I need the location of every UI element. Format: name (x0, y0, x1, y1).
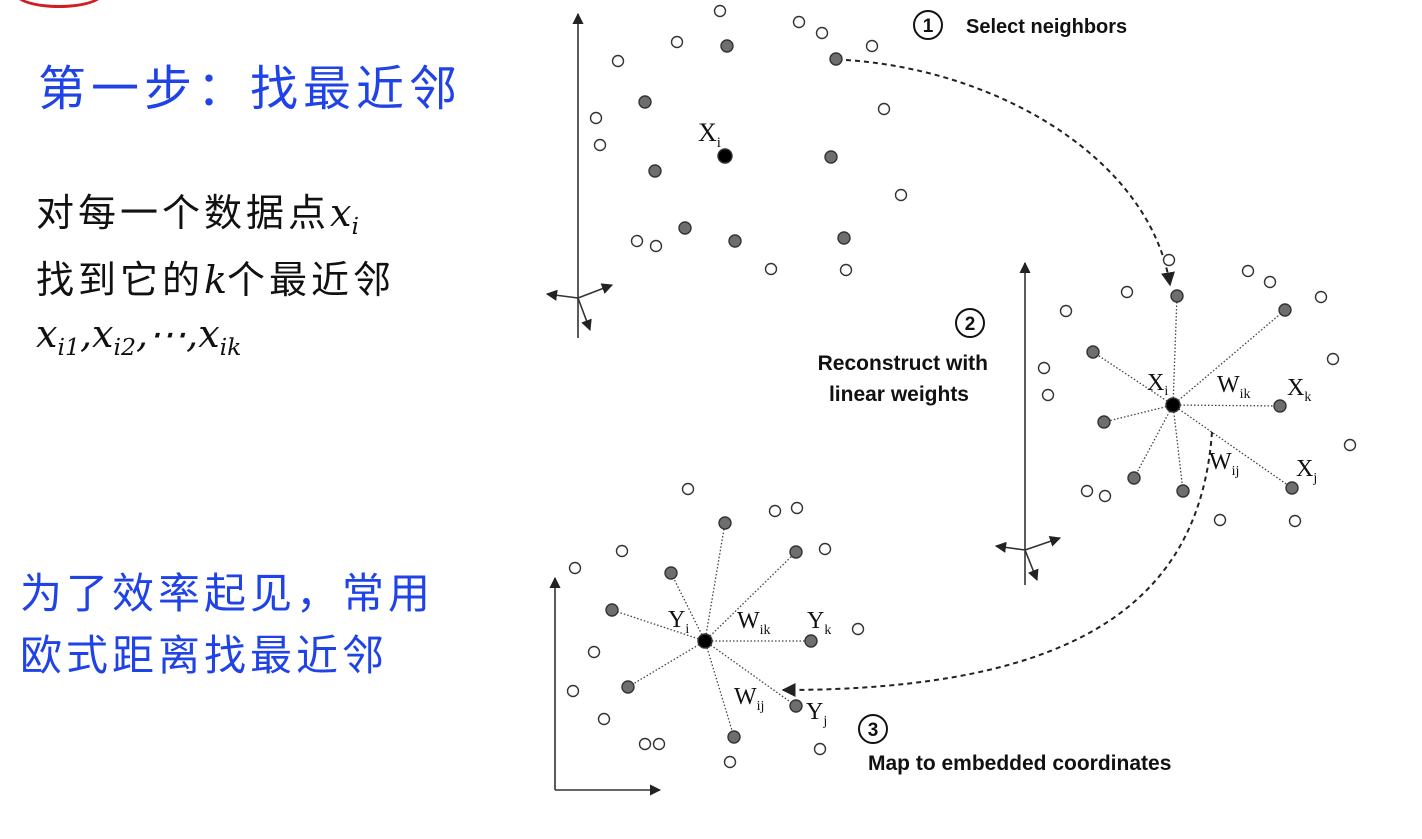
math-xi: xi (330, 191, 359, 241)
panel3-labels: Yi Wik Yk Wij Yj (668, 607, 831, 729)
description-line-3: xi1,xi2,⋯,xik (36, 312, 242, 362)
svg-text:1: 1 (923, 16, 934, 37)
panel3-spokes (611, 522, 811, 738)
panel3-center-point (697, 633, 713, 649)
description-text: 个最近邻 (227, 258, 396, 303)
panel3-points (566, 482, 865, 769)
description-text: 找到它的 (36, 258, 205, 303)
svg-text:Yi: Yi (668, 607, 689, 637)
efficiency-note: 为了效率起见，常用 欧式距离找最近邻 (20, 563, 434, 687)
panel1-axes (545, 12, 614, 338)
step3-label: Map to embedded coordinates (868, 752, 1171, 775)
svg-text:Xk: Xk (1287, 375, 1311, 405)
panel2-points (1037, 253, 1357, 528)
description-line-1: 对每一个数据点xi (36, 186, 395, 253)
step1-label: Select neighbors (966, 16, 1127, 38)
math-k: k (204, 258, 228, 303)
note-line-1: 为了效率起见，常用 (20, 569, 435, 618)
svg-text:Wik: Wik (737, 608, 771, 638)
panel1-points (589, 4, 908, 277)
step2-badge: 2 (955, 308, 985, 338)
math-xik: xik (198, 312, 242, 362)
panel2-axes (994, 261, 1062, 585)
description-line-2: 找到它的k个最近邻 (36, 253, 395, 307)
svg-text:Yk: Yk (807, 608, 831, 638)
panel1-center-point (717, 148, 733, 164)
slide-title: 第一步：找最近邻 (38, 61, 463, 117)
svg-text:Wik: Wik (1217, 372, 1251, 402)
step2-label-line1: Reconstruct with (818, 352, 988, 375)
svg-text:Xj: Xj (1296, 456, 1317, 486)
panel2-labels: Xi Wik Xk Wij Xj (1147, 370, 1317, 486)
math-xi1: xi1 (36, 312, 80, 362)
description: 对每一个数据点xi 找到它的k个最近邻 xi1,xi2,⋯,xik (36, 186, 395, 374)
step3-badge: 3 (858, 714, 888, 744)
panel2-spokes (1092, 295, 1293, 492)
note-line-2: 欧式距离找最近邻 (20, 631, 389, 680)
step1-badge: 1 (913, 10, 943, 40)
svg-text:Xi: Xi (1147, 370, 1168, 399)
arrow-step1-to-step2 (845, 59, 1175, 287)
svg-text:2: 2 (965, 314, 976, 335)
svg-text:Wij: Wij (734, 684, 764, 714)
svg-text:Wij: Wij (1209, 449, 1239, 479)
panel3-axes (549, 576, 662, 796)
step2-label-line2: linear weights (829, 383, 969, 406)
svg-text:Yj: Yj (806, 699, 827, 729)
math-xi2: xi2 (92, 312, 136, 362)
svg-text:3: 3 (868, 720, 879, 741)
math-ellipsis: ⋯ (148, 312, 187, 357)
panel2-center-point (1165, 397, 1181, 413)
description-text: 对每一个数据点 (36, 191, 331, 235)
arrow-step2-to-step3 (781, 431, 1213, 697)
panel1-label-xi: Xi (698, 118, 721, 151)
